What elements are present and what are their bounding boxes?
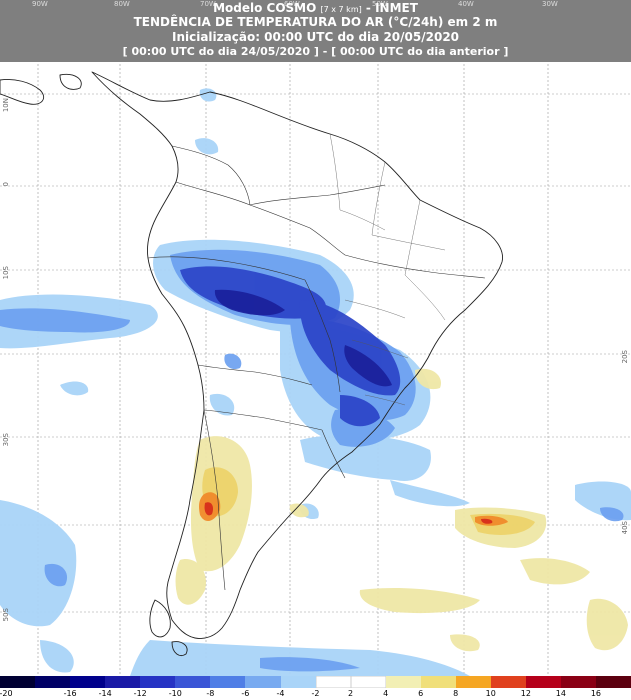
- warming-intense-regions: [204, 502, 493, 524]
- cooling-intense-core: [214, 289, 392, 387]
- colorbar-segment: [420, 676, 456, 688]
- lon-tick-80w: 80W: [114, 0, 130, 8]
- colorbar-label: 12: [520, 689, 531, 698]
- colorbar-label: -20: [0, 689, 13, 698]
- continent-outline: [0, 71, 503, 656]
- colorbar-label: 4: [383, 689, 389, 698]
- colorbar-segment: [315, 676, 351, 688]
- colorbar-label: 8: [453, 689, 459, 698]
- colorbar-segment: [35, 676, 71, 688]
- colorbar-label: -4: [276, 689, 285, 698]
- colorbar-label: -8: [206, 689, 215, 698]
- model-resolution: [7 x 7 km]: [320, 5, 362, 14]
- lon-tick-70w: 70W: [200, 0, 216, 8]
- colorbar-label: -6: [241, 689, 250, 698]
- map-title: TENDÊNCIA DE TEMPERATURA DO AR (°C/24h) …: [133, 15, 498, 29]
- lat-tick-20s: 20S: [621, 350, 629, 364]
- colorbar-labels: -20 -16 -14 -12 -10 -8 -6 -4 -2 2 4 6 8 10 12 14 16: [0, 689, 631, 700]
- colorbar-segment: [140, 676, 176, 688]
- lon-tick-30w: 30W: [542, 0, 558, 8]
- temperature-trend-map: [0, 0, 631, 676]
- lon-tick-50w: 50W: [372, 0, 388, 8]
- colorbar-segment: [490, 676, 526, 688]
- colorbar-segment: [455, 676, 491, 688]
- model-title: Modelo COSMO [7 x 7 km] - INMET: [0, 1, 631, 15]
- lat-tick-30s: 30S: [2, 433, 10, 447]
- colorbar-segment: [596, 676, 631, 688]
- colorbar-segment: [245, 676, 281, 688]
- colorbar-segment: [350, 676, 386, 688]
- colorbar-segment: [210, 676, 246, 688]
- colorbar-segment: [280, 676, 316, 688]
- lon-tick-90w: 90W: [32, 0, 48, 8]
- colorbar-label: 6: [418, 689, 424, 698]
- colorbar-label: 2: [348, 689, 354, 698]
- colorbar-segment: [385, 676, 421, 688]
- model-source: - INMET: [365, 1, 418, 15]
- colorbar-label: -12: [133, 689, 147, 698]
- initialization-time: Inicialização: 00:00 UTC do dia 20/05/20…: [171, 30, 460, 44]
- lat-tick-10s: 10S: [2, 266, 10, 280]
- colorbar-segment: [0, 676, 36, 688]
- colorbar-label: -16: [63, 689, 77, 698]
- colorbar-label: -2: [311, 689, 320, 698]
- colorbar-label: 16: [590, 689, 602, 698]
- colorbar: [0, 676, 631, 688]
- colorbar-label: -10: [168, 689, 182, 698]
- valid-time-range: [ 00:00 UTC do dia 24/05/2020 ] - [ 00:0…: [122, 45, 509, 58]
- colorbar-segment: [175, 676, 211, 688]
- state-borders: [329, 133, 446, 406]
- lat-tick-0: 0: [2, 182, 10, 187]
- country-borders: [147, 145, 486, 591]
- lat-tick-50s: 50S: [2, 608, 10, 622]
- lat-tick-10n: 10N: [2, 98, 10, 113]
- lon-tick-40w: 40W: [458, 0, 474, 8]
- colorbar-label: 10: [485, 689, 496, 698]
- model-name: Modelo COSMO: [213, 1, 317, 15]
- map-header: 90W 80W 70W 60W 50W 40W 30W Modelo COSMO…: [0, 0, 631, 62]
- colorbar-segment: [70, 676, 106, 688]
- colorbar-segment: [525, 676, 561, 688]
- lon-tick-60w: 60W: [284, 0, 300, 8]
- colorbar-segment: [105, 676, 141, 688]
- colorbar-segment: [561, 676, 597, 688]
- lat-tick-40s: 40S: [621, 521, 629, 535]
- colorbar-label: 14: [555, 689, 566, 698]
- colorbar-label: -14: [98, 689, 112, 698]
